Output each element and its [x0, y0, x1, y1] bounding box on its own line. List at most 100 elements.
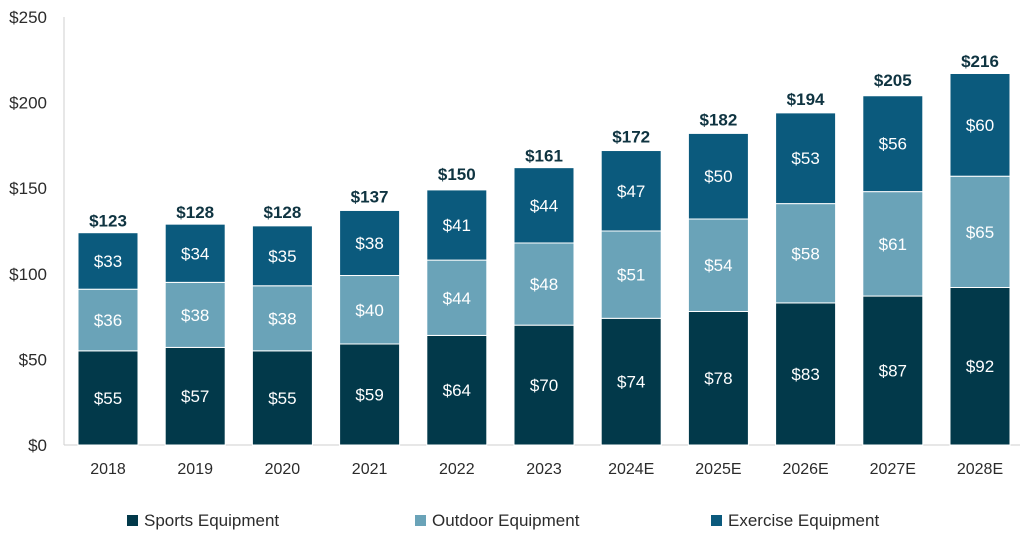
legend-item: Sports Equipment: [127, 511, 279, 530]
y-tick-label: $250: [9, 8, 47, 27]
legend-label: Sports Equipment: [144, 511, 279, 530]
bar-segment: [600, 150, 662, 232]
bar-value-label: $41: [443, 216, 471, 235]
bar-stack: $74 $51 $47: [600, 150, 662, 446]
bar-segment: [426, 189, 488, 261]
bar-segment: [862, 295, 924, 446]
bar-segment: [164, 281, 226, 348]
bar-value-label: $36: [94, 311, 122, 330]
bar-segment: [687, 310, 749, 446]
bar-segment: [949, 72, 1011, 177]
x-tick-label: 2023: [526, 461, 562, 478]
x-axis: 2018 2019 2020 2021 2022 2023 2024E 2025E 2026E 2…: [64, 444, 1020, 478]
bars: $55$36$33$57$38$34$55$38$35$59$40$38$64$…: [77, 72, 1011, 446]
bar-segment: [949, 286, 1011, 446]
bar-segment: [862, 191, 924, 297]
x-tick-label: 2022: [439, 461, 475, 478]
bar-stack: $92 $65 $60: [949, 72, 1011, 446]
y-tick-label: $50: [19, 350, 47, 369]
bar-segment: [775, 203, 837, 304]
bar-total-label: $182: [699, 110, 737, 129]
bar-segment: [77, 350, 139, 446]
bar-value-label: $56: [879, 135, 907, 154]
bar-stack: $59 $40 $38: [339, 209, 401, 446]
bar-value-label: $92: [966, 357, 994, 376]
x-tick-label: 2025E: [695, 461, 741, 478]
bar-stack: $55 $36 $33: [77, 232, 139, 446]
bar-stack: $70 $48 $44: [513, 167, 575, 446]
bar-total-label: $123: [89, 211, 127, 230]
bar-stack: $57 $38 $34: [164, 223, 226, 446]
legend-label: Exercise Equipment: [728, 511, 879, 530]
bar-value-label: $51: [617, 266, 645, 285]
bar-segment: [862, 95, 924, 193]
bar-total-label: $128: [263, 203, 301, 222]
bar-value-label: $58: [791, 244, 819, 263]
bar-total-label: $128: [176, 203, 214, 222]
bar-segment: [513, 167, 575, 244]
bar-value-label: $48: [530, 275, 558, 294]
bar-value-label: $61: [879, 235, 907, 254]
bar-value-label: $87: [879, 362, 907, 381]
bar-value-label: $78: [704, 369, 732, 388]
bar-segment: [775, 302, 837, 446]
bar-segment: [775, 112, 837, 205]
x-tick-label: 2021: [352, 461, 388, 478]
x-tick-label: 2026E: [782, 461, 828, 478]
bar-segment: [426, 259, 488, 336]
bar-segment: [339, 209, 401, 277]
bar-value-label: $44: [443, 289, 471, 308]
bar-value-label: $64: [443, 381, 471, 400]
x-tick-label: 2028E: [957, 461, 1003, 478]
y-axis: $0 $50 $100 $150 $200 $250: [9, 8, 65, 455]
bar-value-label: $65: [966, 223, 994, 242]
bar-segment: [164, 223, 226, 283]
bar-value-label: $54: [704, 256, 732, 275]
bar-value-label: $47: [617, 182, 645, 201]
bar-value-label: $60: [966, 116, 994, 135]
bar-stack: $64 $44 $41: [426, 189, 488, 446]
y-tick-label: $0: [28, 436, 47, 455]
bar-total-label: $216: [961, 52, 999, 71]
legend-label: Outdoor Equipment: [432, 511, 580, 530]
legend: Sports Equipment Outdoor Equipment Exercis…: [127, 511, 879, 530]
bar-segment: [513, 324, 575, 446]
y-tick-label: $200: [9, 94, 47, 113]
bar-value-label: $44: [530, 196, 558, 215]
bar-total-label: $205: [874, 71, 912, 90]
bar-segment: [949, 175, 1011, 288]
bar-stack: $83 $58 $53: [775, 112, 837, 446]
bar-stack: $55 $38 $35: [251, 225, 313, 446]
bar-segment: [600, 230, 662, 319]
bar-segment: [513, 242, 575, 326]
x-tick-label: 2024E: [608, 461, 654, 478]
legend-swatch: [415, 515, 426, 526]
bar-value-label: $40: [355, 301, 383, 320]
bar-segment: [251, 350, 313, 446]
bar-total-label: $137: [351, 187, 389, 206]
legend-swatch: [127, 515, 138, 526]
bar-value-label: $38: [355, 234, 383, 253]
legend-swatch: [711, 515, 722, 526]
bar-value-label: $34: [181, 244, 209, 263]
bar-total-label: $150: [438, 165, 476, 184]
bar-stack: $78 $54 $50: [687, 132, 749, 446]
legend-item: Outdoor Equipment: [415, 511, 580, 530]
y-tick-label: $150: [9, 179, 47, 198]
bar-segment: [687, 218, 749, 312]
bar-value-label: $38: [181, 306, 209, 325]
bar-total-label: $161: [525, 146, 563, 165]
bar-stack: $87 $61 $56: [862, 95, 924, 446]
bar-segment: [164, 346, 226, 446]
legend-item: Exercise Equipment: [711, 511, 879, 530]
bar-value-label: $74: [617, 373, 645, 392]
bar-value-label: $35: [268, 247, 296, 266]
bar-value-label: $70: [530, 376, 558, 395]
bar-segment: [251, 225, 313, 287]
bar-value-label: $59: [355, 385, 383, 404]
bar-value-label: $55: [94, 389, 122, 408]
bar-value-label: $53: [791, 149, 819, 168]
y-tick-label: $100: [9, 265, 47, 284]
